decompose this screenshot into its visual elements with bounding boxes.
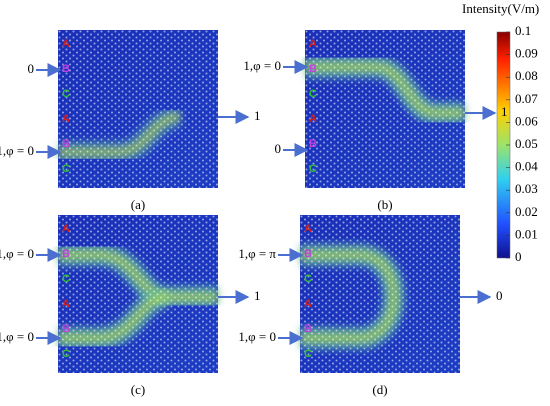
port-marker: A — [62, 298, 70, 310]
port-marker: C — [62, 163, 70, 175]
panel: A B C A B C — [305, 30, 465, 188]
port-marker: B — [304, 248, 312, 260]
port-marker: C — [309, 88, 317, 100]
panel: A B C A B C — [300, 215, 460, 373]
input-label: 1,φ = 0 — [0, 143, 34, 158]
input-label: 1,φ = 0 — [0, 329, 34, 344]
colorbar-tick-label: 0.01 — [515, 226, 538, 241]
colorbar-title: Intensity(V/m) — [462, 1, 539, 16]
port-marker: C — [304, 348, 312, 360]
port-marker: A — [62, 38, 70, 50]
panel: A B C A B C — [58, 215, 218, 373]
port-marker: A — [304, 298, 312, 310]
input-label: 1,φ = 0 — [0, 246, 34, 261]
port-marker: B — [62, 323, 70, 335]
panel-caption: (c) — [131, 382, 145, 397]
output-label: 1 — [254, 108, 261, 123]
port-marker: A — [304, 223, 312, 235]
port-marker: B — [62, 138, 70, 150]
port-marker: C — [309, 163, 317, 175]
panel-caption: (d) — [372, 382, 387, 397]
colorbar-tick-label: 0.08 — [515, 68, 538, 83]
colorbar-tick-label: 0.06 — [515, 113, 538, 128]
colorbar-tick-label: 0.04 — [515, 159, 538, 174]
input-label: 1,φ = 0 — [243, 58, 281, 73]
colorbar-tick-label: 0.1 — [515, 23, 531, 38]
input-label: 1,φ = 0 — [238, 329, 276, 344]
port-marker: B — [309, 63, 317, 75]
output-label: 0 — [496, 288, 503, 303]
lattice — [58, 215, 218, 373]
panel-caption: (a) — [131, 197, 145, 212]
colorbar-tick-label: 0.09 — [515, 46, 538, 61]
lattice — [305, 30, 465, 188]
colorbar-tick-label: 0.07 — [515, 91, 538, 106]
panel: A B C A B C — [58, 30, 218, 188]
port-marker: B — [304, 323, 312, 335]
output-label: 1 — [501, 104, 508, 119]
input-label: 0 — [275, 141, 282, 156]
port-marker: A — [309, 113, 317, 125]
panel-caption: (b) — [377, 197, 392, 212]
port-marker: B — [62, 248, 70, 260]
lattice — [58, 30, 218, 188]
port-marker: C — [62, 273, 70, 285]
port-marker: B — [309, 138, 317, 150]
colorbar-tick-label: 0.03 — [515, 181, 538, 196]
input-label: 0 — [28, 61, 35, 76]
lattice — [300, 215, 460, 373]
port-marker: C — [304, 273, 312, 285]
colorbar-tick-label: 0 — [515, 249, 522, 264]
output-label: 1 — [254, 288, 261, 303]
port-marker: C — [62, 348, 70, 360]
port-marker: C — [62, 88, 70, 100]
colorbar-tick-label: 0.05 — [515, 136, 538, 151]
port-marker: A — [309, 38, 317, 50]
port-marker: A — [62, 223, 70, 235]
port-marker: B — [62, 63, 70, 75]
port-marker: A — [62, 113, 70, 125]
input-label: 1,φ = π — [238, 246, 276, 261]
colorbar-tick-label: 0.02 — [515, 204, 538, 219]
